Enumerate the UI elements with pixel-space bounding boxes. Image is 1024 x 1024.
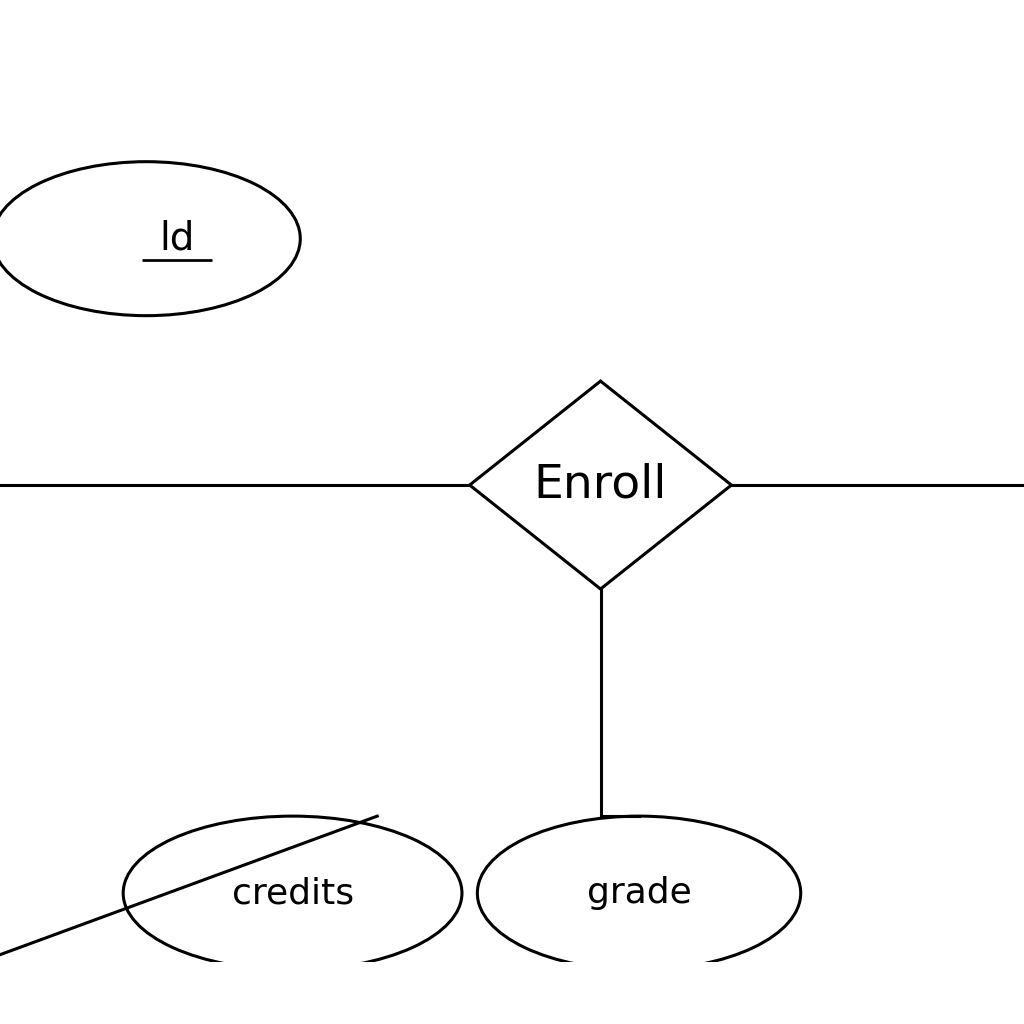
Text: Enroll: Enroll — [534, 463, 668, 508]
Text: grade: grade — [587, 877, 691, 910]
Text: ld: ld — [160, 220, 195, 258]
Text: credits: credits — [231, 877, 353, 910]
